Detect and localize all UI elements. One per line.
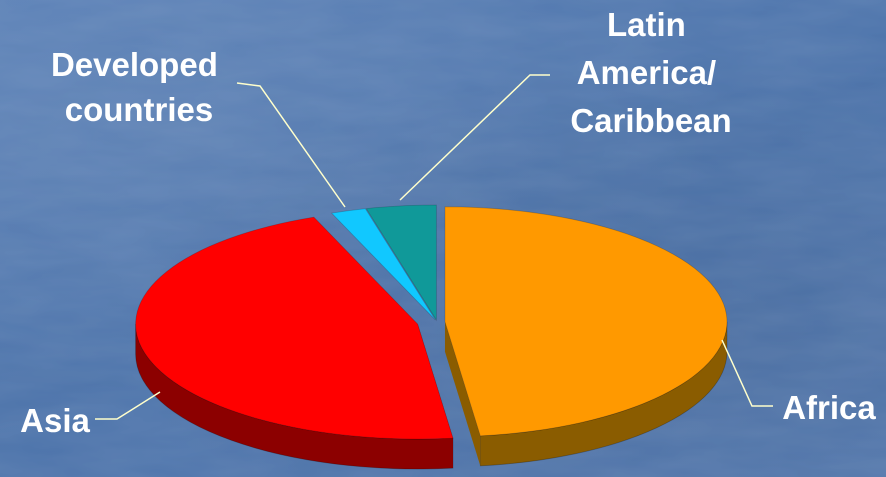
pie-slice-asia	[135, 216, 454, 440]
label-asia: Asia	[20, 391, 161, 439]
pie-tops	[135, 204, 728, 440]
label-asia-text: Asia	[20, 402, 90, 439]
label-latin-america: Latin America/ Caribbean	[399, 6, 732, 201]
leader-line-developed	[236, 82, 346, 208]
pie-slice-developed-countries	[330, 208, 436, 321]
label-developed-countries: Developed countries	[51, 46, 346, 208]
leader-line-asia	[95, 391, 161, 420]
label-developed-countries-text: Developed countries	[51, 46, 227, 128]
pie-wall-africa-1	[444, 321, 481, 466]
label-latam-line-2: America/	[577, 54, 716, 91]
label-africa: Africa	[721, 339, 876, 426]
pie-slice-latin-america-caribbean	[365, 204, 437, 322]
leader-line-latam	[399, 74, 550, 201]
label-africa-text: Africa	[782, 389, 876, 426]
label-developed-line-1: Developed	[51, 46, 218, 83]
label-latin-america-text: Latin America/ Caribbean	[570, 6, 731, 139]
label-latam-line-3: Caribbean	[570, 102, 731, 139]
label-latam-line-1: Latin	[607, 6, 686, 43]
leader-line-africa	[721, 339, 773, 407]
label-developed-line-2: countries	[65, 91, 214, 128]
pie-slice-africa	[444, 206, 728, 437]
